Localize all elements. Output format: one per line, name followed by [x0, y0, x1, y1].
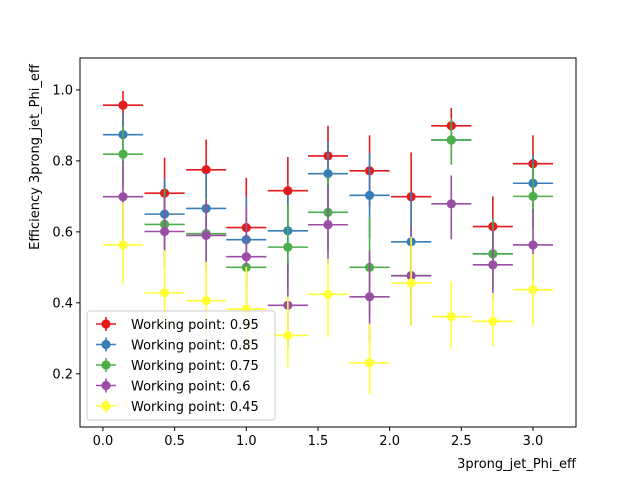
data-point [201, 230, 211, 241]
data-point [283, 242, 293, 252]
data-point [488, 316, 498, 326]
data-point [118, 240, 128, 250]
data-point [241, 252, 251, 262]
data-point [159, 288, 170, 298]
legend-label: Working point: 0.95 [131, 318, 259, 333]
legend-marker [101, 401, 111, 411]
legend-label: Working point: 0.75 [131, 359, 259, 374]
data-point [283, 330, 293, 341]
plot-area [102, 90, 554, 395]
data-point [118, 192, 128, 202]
x-tick-label: 3.0 [523, 434, 544, 449]
legend-item: Working point: 0.85 [96, 337, 259, 354]
data-point [446, 199, 456, 209]
axes-frame [79, 57, 577, 428]
data-point [528, 285, 538, 295]
y-tick-label: 0.2 [52, 367, 73, 382]
data-point [364, 292, 375, 302]
legend-item: Working point: 0.45 [96, 399, 259, 415]
data-point [323, 220, 333, 230]
x-tick-label: 1.0 [236, 434, 257, 449]
x-tick-label: 2.5 [451, 434, 472, 449]
y-tick-label: 0.6 [52, 225, 73, 240]
data-point [528, 191, 538, 201]
axis-ticks: 0.0 0.5 1.0 1.5 2.0 2.5 3.0 0.2 0.4 0.6 0.8 1.0 [52, 83, 543, 449]
data-point [323, 169, 333, 179]
data-point [364, 190, 375, 200]
y-tick-label: 1.0 [52, 83, 73, 98]
data-point [446, 312, 456, 322]
x-axis-label: 3prong_jet_Phi_eff [457, 457, 577, 472]
legend-marker [101, 360, 111, 370]
data-point [364, 358, 375, 368]
legend-label: Working point: 0.45 [131, 400, 259, 415]
legend-label: Working point: 0.85 [131, 339, 259, 354]
x-tick-label: 1.5 [308, 434, 329, 449]
data-point [201, 296, 211, 306]
y-tick-label: 0.8 [52, 154, 73, 169]
data-point [528, 240, 538, 250]
x-tick-label: 0.0 [93, 434, 114, 449]
legend-item: Working point: 0.6 [96, 378, 251, 395]
data-point [201, 165, 211, 175]
legend-box [86, 310, 276, 421]
legend: Working point: 0.95 Working point: 0.85 Wo… [86, 310, 276, 421]
legend-marker [101, 319, 111, 329]
y-axis-label: Efficiency 3prong_jet_Phi_eff [28, 63, 43, 250]
legend-label: Working point: 0.6 [131, 380, 251, 395]
data-point [488, 260, 498, 270]
data-point [118, 100, 128, 110]
y-tick-label: 0.4 [52, 296, 73, 311]
legend-marker [101, 339, 111, 350]
data-point [118, 149, 128, 159]
data-point [283, 186, 293, 196]
data-point [159, 226, 170, 237]
legend-item: Working point: 0.95 [96, 317, 259, 333]
data-point [323, 289, 333, 299]
data-point [446, 135, 456, 145]
x-tick-label: 0.5 [164, 434, 185, 449]
data-point [406, 278, 416, 288]
legend-item: Working point: 0.75 [96, 358, 259, 374]
x-tick-label: 2.0 [379, 434, 400, 449]
legend-marker [101, 380, 111, 391]
